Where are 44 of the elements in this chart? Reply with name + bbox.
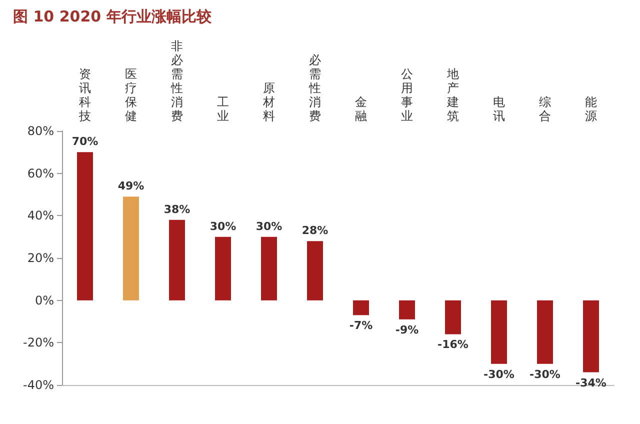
y-tick-label: -20% bbox=[22, 336, 54, 350]
data-label: -30% bbox=[484, 368, 514, 381]
x-tick-label: 综合 bbox=[539, 95, 551, 123]
chart-title: 图 10 2020 年行业涨幅比较 bbox=[13, 8, 212, 26]
bar bbox=[583, 300, 599, 372]
bar bbox=[491, 300, 507, 364]
data-label: -9% bbox=[395, 323, 419, 336]
bar bbox=[353, 300, 369, 316]
x-tick-label: 地产建筑 bbox=[446, 67, 459, 123]
x-tick-label: 非必需性消费 bbox=[170, 39, 183, 123]
x-tick-label: 公用事业 bbox=[401, 67, 413, 123]
y-tick-label: -40% bbox=[22, 378, 54, 392]
x-tick-label: 资讯科技 bbox=[78, 67, 91, 123]
bar bbox=[261, 236, 277, 300]
bar bbox=[445, 300, 461, 334]
bar bbox=[399, 300, 415, 320]
data-label: 30% bbox=[210, 220, 236, 233]
data-label: -34% bbox=[576, 376, 606, 390]
y-tick-label: 40% bbox=[27, 208, 54, 223]
data-label: 49% bbox=[118, 180, 144, 193]
data-label: 38% bbox=[164, 202, 190, 216]
x-tick-label: 原材料 bbox=[262, 81, 275, 123]
bar bbox=[537, 300, 553, 364]
data-label: 70% bbox=[72, 135, 98, 148]
bar bbox=[77, 152, 93, 300]
x-tick-label: 必需性消费 bbox=[308, 53, 321, 123]
bar bbox=[215, 236, 231, 300]
y-tick-label: 0% bbox=[34, 293, 54, 308]
x-tick-label: 工业 bbox=[217, 95, 229, 123]
y-tick-label: 60% bbox=[27, 166, 54, 180]
data-label: 30% bbox=[256, 220, 282, 233]
data-label: -16% bbox=[438, 338, 468, 352]
data-label: 28% bbox=[302, 224, 328, 238]
x-tick-label: 金融 bbox=[355, 95, 367, 123]
x-tick-label: 医疗保健 bbox=[125, 67, 137, 123]
bar bbox=[123, 196, 139, 300]
bar bbox=[307, 241, 323, 300]
data-label: -30% bbox=[530, 368, 560, 381]
x-tick-label: 电讯 bbox=[493, 95, 505, 123]
x-tick-label: 能源 bbox=[585, 95, 597, 123]
data-label: -7% bbox=[349, 319, 373, 332]
bar bbox=[169, 220, 185, 300]
y-tick-label: 20% bbox=[27, 251, 54, 265]
y-tick-label: 80% bbox=[27, 124, 54, 138]
